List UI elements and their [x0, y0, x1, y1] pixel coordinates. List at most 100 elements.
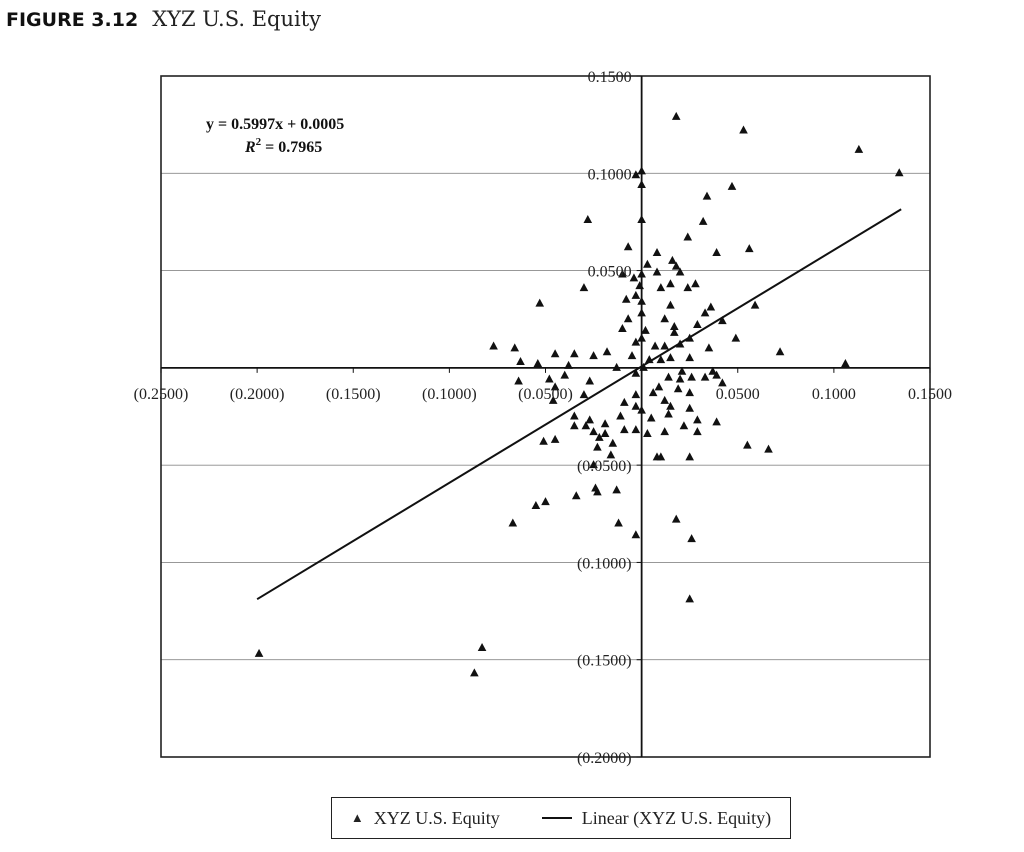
figure-label: FIGURE 3.12	[6, 9, 139, 31]
data-point	[712, 370, 721, 379]
axes	[160, 75, 931, 758]
legend-label-linear: Linear (XYZ U.S. Equity)	[581, 807, 772, 828]
data-point	[600, 419, 610, 428]
data-point	[854, 144, 864, 153]
data-point	[581, 421, 591, 430]
data-point	[641, 325, 650, 334]
data-point	[675, 374, 685, 383]
data-point	[656, 355, 666, 364]
data-point	[718, 316, 727, 325]
data-point	[637, 269, 646, 278]
data-point	[545, 374, 554, 383]
data-point	[583, 214, 593, 223]
data-point	[679, 421, 689, 430]
data-point	[637, 166, 646, 175]
data-point	[570, 411, 579, 420]
data-point	[675, 267, 685, 276]
regression-equation: y = 0.5997x + 0.0005	[206, 116, 344, 133]
data-point	[666, 401, 675, 410]
figure-title: XYZ U.S. Equity	[152, 7, 322, 31]
y-tick-label: (0.1500)	[577, 653, 632, 670]
data-point	[894, 168, 904, 177]
data-point	[683, 232, 693, 241]
data-point	[637, 405, 646, 414]
data-point	[671, 261, 681, 270]
data-point	[535, 298, 545, 307]
data-point	[579, 283, 589, 292]
legend-item-linear: Linear (XYZ U.S. Equity)	[500, 808, 771, 829]
data-point	[668, 255, 677, 264]
data-point	[571, 491, 581, 500]
data-points	[254, 111, 904, 677]
data-point	[685, 594, 694, 603]
legend: ▲ XYZ U.S. Equity Linear (XYZ U.S. Equit…	[331, 797, 791, 839]
data-point	[612, 485, 621, 494]
data-point	[675, 339, 685, 348]
data-point	[579, 390, 589, 399]
data-point	[671, 111, 681, 120]
x-tick-label: (0.1500)	[326, 386, 381, 403]
data-point	[775, 347, 785, 356]
x-tick-label: 0.1500	[908, 386, 952, 403]
data-point	[531, 501, 541, 510]
data-point	[660, 314, 669, 323]
data-point	[718, 378, 727, 387]
data-point	[660, 395, 669, 404]
data-point	[652, 267, 662, 276]
triangle-marker-icon: ▲	[350, 810, 364, 825]
legend-item-scatter: ▲ XYZ U.S. Equity	[351, 808, 500, 829]
data-point	[744, 244, 754, 253]
data-point	[608, 438, 618, 447]
data-point	[700, 372, 710, 381]
data-point	[631, 170, 641, 179]
data-point	[704, 343, 714, 352]
data-point	[631, 530, 641, 539]
data-point	[660, 341, 669, 350]
x-tick-label: 0.0500	[716, 386, 760, 403]
data-point	[677, 366, 687, 375]
data-point	[727, 181, 737, 190]
data-point	[708, 366, 718, 375]
data-point	[620, 425, 629, 434]
data-point	[637, 214, 646, 223]
data-point	[656, 452, 666, 461]
data-point	[470, 668, 479, 677]
figure-caption: FIGURE 3.12 XYZ U.S. Equity	[6, 2, 321, 36]
y-tick-label: 0.1000	[588, 166, 632, 183]
data-point	[514, 376, 523, 385]
data-point	[646, 413, 656, 422]
data-point	[589, 460, 598, 469]
data-point	[670, 321, 679, 330]
data-point	[548, 395, 558, 404]
scatter-chart: (0.2500) (0.2000) (0.1500) (0.1000) (0.0500)…	[134, 69, 952, 767]
data-point	[664, 409, 673, 418]
data-point	[489, 341, 498, 350]
x-tick-label: (0.2000)	[230, 386, 285, 403]
data-point	[570, 349, 579, 358]
data-point	[654, 382, 664, 391]
r-squared-value: R2 = 0.7965	[244, 136, 322, 156]
data-point	[764, 444, 773, 453]
data-point	[693, 320, 702, 329]
data-point	[629, 273, 639, 282]
data-point	[631, 290, 641, 299]
data-point	[539, 436, 548, 445]
data-point	[585, 376, 595, 385]
trendline	[256, 208, 902, 601]
data-point	[631, 401, 641, 410]
data-point	[620, 397, 629, 406]
x-tick-label: 0.1000	[812, 386, 856, 403]
data-point	[685, 403, 694, 412]
data-point	[618, 323, 627, 332]
data-point	[631, 425, 641, 434]
data-point	[743, 440, 752, 449]
y-tick-label: (0.2000)	[577, 750, 632, 767]
data-point	[516, 357, 525, 366]
data-point	[666, 300, 675, 309]
data-point	[648, 388, 658, 397]
data-point	[643, 259, 652, 268]
data-point	[685, 452, 694, 461]
data-point	[706, 302, 716, 311]
data-point	[621, 294, 631, 303]
data-point	[631, 368, 641, 377]
